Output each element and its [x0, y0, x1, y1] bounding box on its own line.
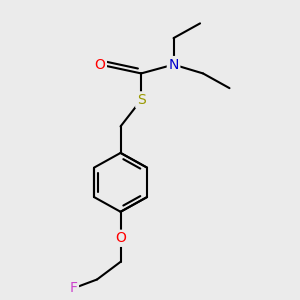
Text: O: O — [115, 231, 126, 245]
Text: N: N — [168, 58, 179, 72]
Text: O: O — [94, 58, 105, 72]
Text: S: S — [137, 93, 146, 107]
Text: F: F — [69, 281, 77, 295]
